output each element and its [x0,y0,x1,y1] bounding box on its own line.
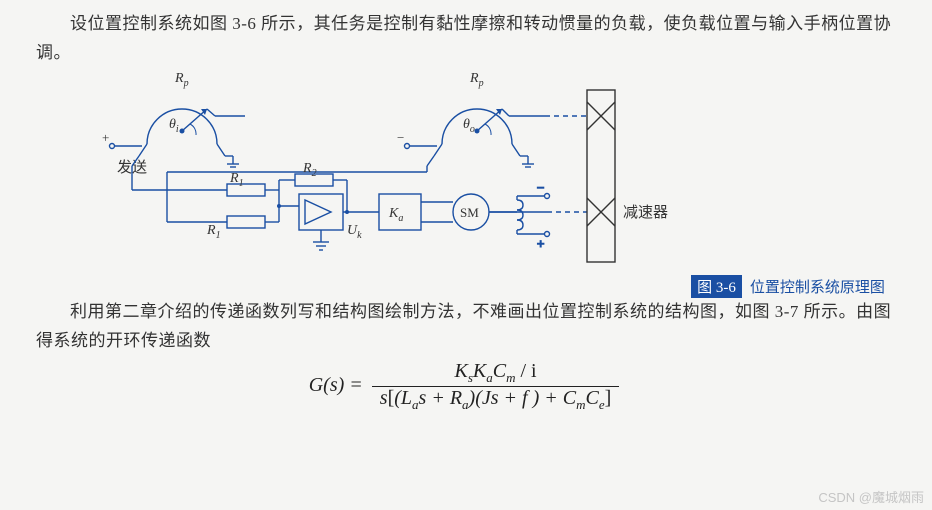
figure-3-6: θi Rp + 发送 θo [36,72,896,298]
reducer-label: 减速器 [623,204,668,221]
sm-label: SM [460,205,479,220]
svg-text:Rp: Rp [174,72,189,89]
svg-text:Rp: Rp [469,72,484,89]
svg-text:R2: R2 [302,161,317,179]
schematic-diagram: θi Rp + 发送 θo [47,72,687,292]
watermark-text: CSDN @魔城烟雨 [818,487,924,506]
svg-text:−: − [537,180,544,195]
svg-text:R1: R1 [206,223,221,241]
minus-label: − [397,130,404,145]
svg-text:+: + [537,236,544,251]
reducer-load-icon [587,90,615,262]
svg-text:Uk: Uk [347,223,362,241]
paragraph-method: 利用第二章介绍的传递函数列写和结构图绘制方法，不难画出位置控制系统的结构图，如图… [36,298,896,356]
field-coil-icon: − + [517,180,550,251]
svg-text:θo: θo [463,117,475,135]
svg-text:Ka: Ka [388,206,403,224]
figure-caption: 位置控制系统原理图 [750,276,885,297]
figure-ref-chip: 图 3-6 [691,275,742,298]
paragraph-intro: 设位置控制系统如图 3-6 所示，其任务是控制有黏性摩擦和转动惯量的负载，使负载… [36,10,896,68]
plus-label: + [102,130,109,145]
equation-transfer-function: G(s) = KsKaCm / i s[(Las + Ra)(Js + f ) … [36,360,896,413]
left-potentiometer-icon: θi Rp [139,72,239,167]
svg-text:θi: θi [169,117,179,135]
svg-text:R1: R1 [229,171,244,189]
right-potentiometer-icon: θo Rp [434,72,534,167]
